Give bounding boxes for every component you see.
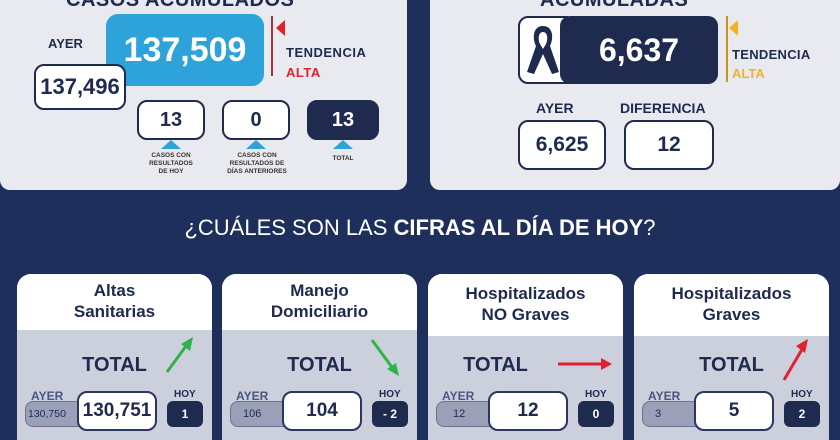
cases-total-value: 137,509 xyxy=(123,30,247,69)
card-hospitalizados-graves: Hospitalizados Graves TOTAL AYER HOY 3 5 … xyxy=(634,274,829,440)
banner: ¿CUÁLES SON LAS CIFRAS AL DÍA DE HOY ? xyxy=(0,208,840,248)
cases-title: CASOS ACUMULADOS xyxy=(66,0,295,11)
card-hoy-label: HOY xyxy=(585,389,607,400)
cases-hoy-value: 13 xyxy=(159,108,183,131)
banner-text-pre: ¿CUÁLES SON LAS xyxy=(184,215,394,240)
cases-ayer-box: 137,496 xyxy=(34,64,126,110)
card-ayer-label: AYER xyxy=(236,389,269,403)
card-ayer-label: AYER xyxy=(442,389,475,403)
trend-up-arrow-icon xyxy=(782,339,808,381)
cases-tendencia-label: TENDENCIA xyxy=(286,45,367,60)
cases-ayer-label: AYER xyxy=(48,36,83,51)
deaths-tendencia-flag-icon xyxy=(729,20,738,36)
card-title: Hospitalizados NO Graves xyxy=(428,274,623,336)
cases-hoy-caption: CASOS CON RESULTADOS DE HOY xyxy=(149,152,193,176)
card-total-label: TOTAL xyxy=(699,354,764,376)
deaths-ayer-value: 6,625 xyxy=(535,133,589,156)
cases-hoy-box: 13 xyxy=(137,100,205,140)
deaths-ayer-box: 6,625 xyxy=(518,120,606,170)
card-ayer-label: AYER xyxy=(31,389,64,403)
cases-tendencia-flag-icon xyxy=(276,20,285,36)
cases-total-pointer xyxy=(333,140,353,149)
trend-up-arrow-icon xyxy=(165,337,193,373)
cases-tendencia-bar xyxy=(271,16,273,76)
deaths-panel: ACUMULADAS 6,637 TENDENCIA ALTA AYER 6,6… xyxy=(430,0,840,190)
card-title: Manejo Domiciliario xyxy=(222,274,417,330)
cases-anteriores-caption: CASOS CON RESULTADOS DE DÍAS ANTERIORES xyxy=(227,152,287,176)
card-altas-sanitarias: Altas Sanitarias TOTAL AYER HOY 130,750 1… xyxy=(17,274,212,440)
deaths-title: ACUMULADAS xyxy=(540,0,689,11)
cases-hoy-pointer xyxy=(161,140,181,149)
card-total-value: 104 xyxy=(282,391,362,431)
card-title: Altas Sanitarias xyxy=(17,274,212,330)
deaths-diferencia-label: DIFERENCIA xyxy=(620,100,706,116)
card-hoy-label: HOY xyxy=(791,389,813,400)
cases-total-caption: TOTAL xyxy=(332,155,354,162)
trend-flat-arrow-icon xyxy=(558,358,612,370)
cases-anteriores-box: 0 xyxy=(222,100,290,140)
deaths-tendencia-value: ALTA xyxy=(732,66,765,81)
deaths-diferencia-value: 12 xyxy=(657,133,681,156)
card-total-label: TOTAL xyxy=(82,354,147,376)
card-total-label: TOTAL xyxy=(287,354,352,376)
cases-tendencia-value: ALTA xyxy=(286,65,321,80)
trend-down-arrow-icon xyxy=(370,339,399,376)
banner-text-bold: CIFRAS AL DÍA DE HOY xyxy=(393,215,644,240)
deaths-tendencia-bar xyxy=(726,16,728,82)
card-total-value: 5 xyxy=(694,391,774,431)
deaths-tendencia-label: TENDENCIA xyxy=(732,47,811,62)
card-hoy-label: HOY xyxy=(174,389,196,400)
deaths-total-box: 6,637 xyxy=(560,16,718,84)
card-total-value: 12 xyxy=(488,391,568,431)
deaths-total-value: 6,637 xyxy=(598,31,680,68)
card-total-label: TOTAL xyxy=(463,354,528,376)
card-hospitalizados-no-graves: Hospitalizados NO Graves TOTAL AYER HOY 1… xyxy=(428,274,623,440)
card-title: Hospitalizados Graves xyxy=(634,274,829,336)
cases-total-small-box: 13 xyxy=(307,100,379,140)
cases-panel: CASOS ACUMULADOS AYER 137,509 137,496 TE… xyxy=(0,0,407,190)
deaths-diferencia-box: 12 xyxy=(624,120,714,170)
card-manejo-domiciliario: Manejo Domiciliario TOTAL AYER HOY 106 10… xyxy=(222,274,417,440)
cases-total-small-value: 13 xyxy=(331,108,355,131)
ribbon-box xyxy=(518,16,568,84)
card-ayer-label: AYER xyxy=(648,389,681,403)
card-hoy-value: 1 xyxy=(167,401,203,427)
cases-ayer-value: 137,496 xyxy=(40,74,120,99)
banner-text-post: ? xyxy=(643,215,656,240)
card-hoy-value: 0 xyxy=(578,401,614,427)
card-hoy-value: - 2 xyxy=(372,401,408,427)
cases-anteriores-pointer xyxy=(246,140,266,149)
mourning-ribbon-icon xyxy=(527,26,559,74)
cases-total-box: 137,509 xyxy=(106,14,264,86)
card-hoy-label: HOY xyxy=(379,389,401,400)
deaths-ayer-label: AYER xyxy=(536,100,574,116)
cases-anteriores-value: 0 xyxy=(250,108,262,131)
card-hoy-value: 2 xyxy=(784,401,820,427)
card-total-value: 130,751 xyxy=(77,391,157,431)
